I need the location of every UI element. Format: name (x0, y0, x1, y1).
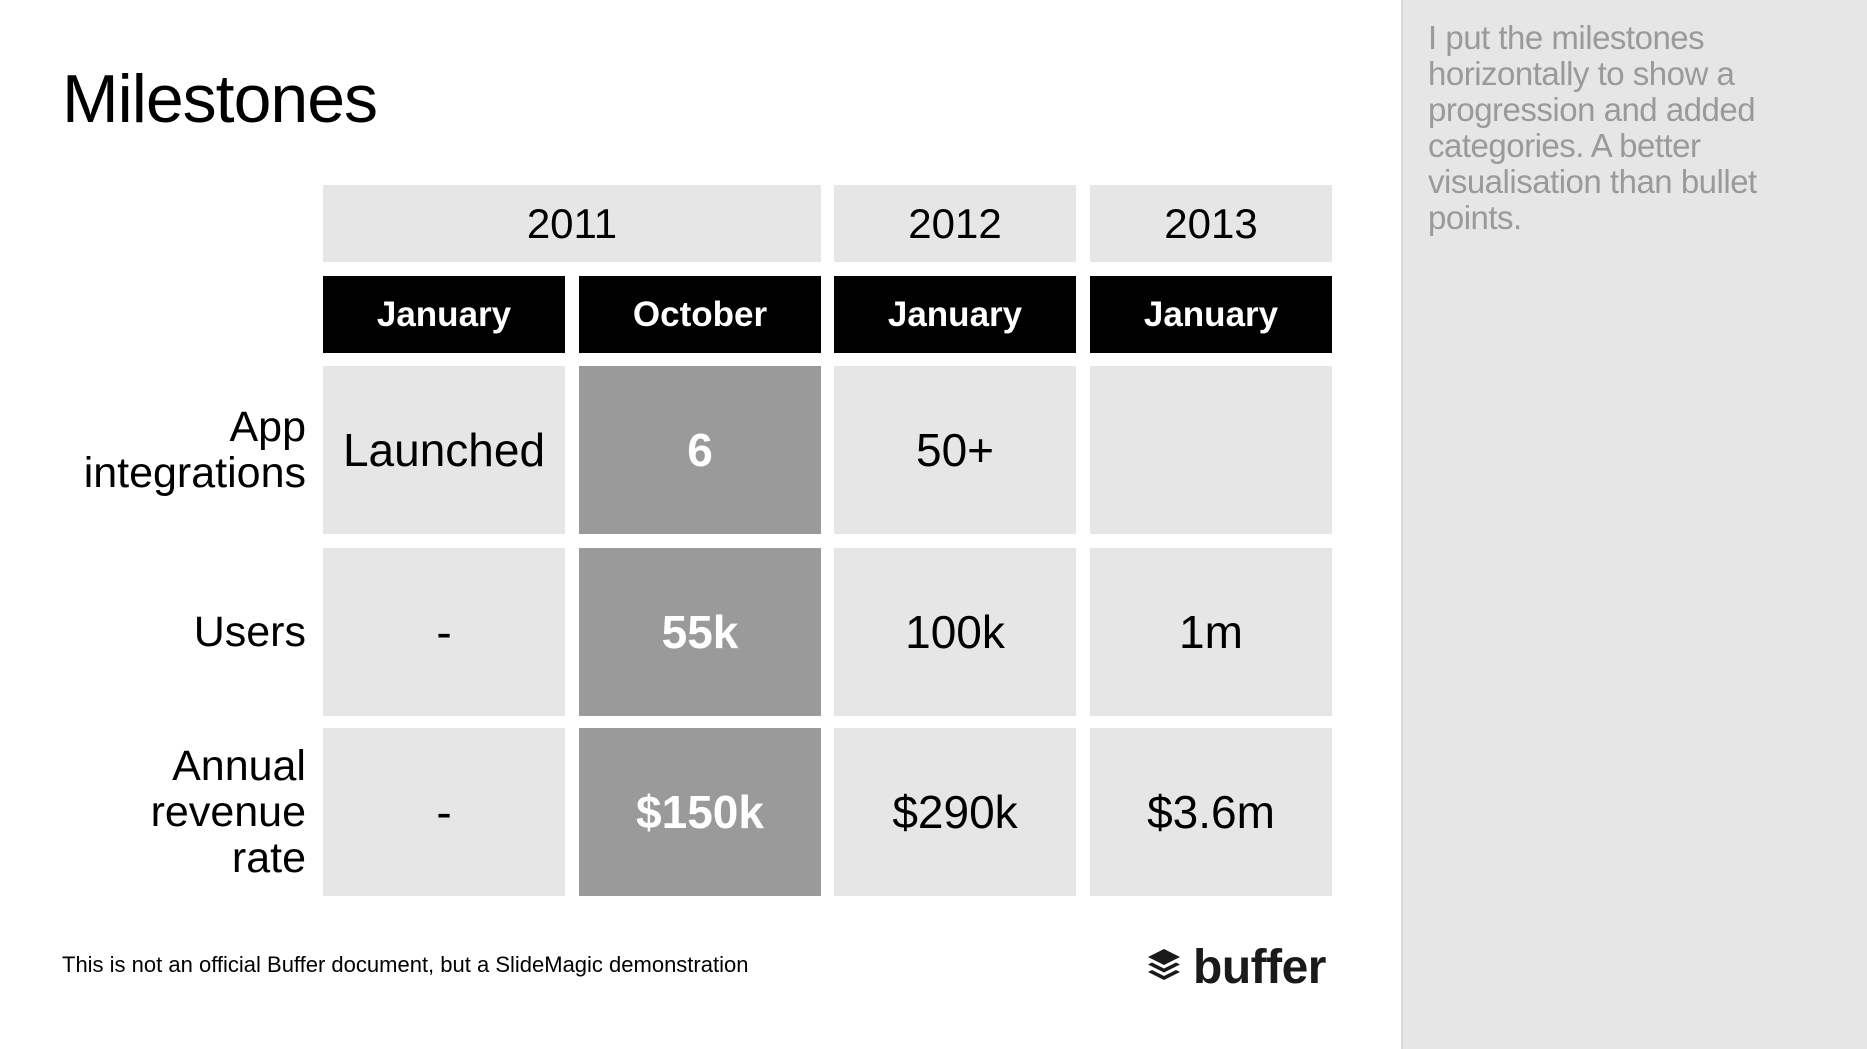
table-cell: 100k (834, 548, 1076, 716)
table-cell: $3.6m (1090, 728, 1332, 896)
footer-disclaimer: This is not an official Buffer document,… (62, 952, 749, 977)
row-label-app-integrations: App integrations (60, 366, 306, 534)
table-cell-highlight: 6 (579, 366, 821, 534)
slide: Milestones 2011 2012 2013 January Octobe… (60, 61, 1332, 995)
month-header: January (1090, 276, 1332, 353)
year-header-2012: 2012 (834, 185, 1076, 262)
table-cell: Launched (323, 366, 565, 534)
row-label-line: integrations (83, 449, 306, 497)
table-cell: $290k (834, 728, 1076, 896)
month-header: January (834, 276, 1076, 353)
buffer-logo: buffer (1145, 940, 1326, 995)
row-label-line: Annual (172, 742, 306, 790)
logo-wordmark: buffer (1193, 941, 1326, 994)
table-cell (1090, 366, 1332, 534)
row-label-annual-revenue-rate: Annual revenue rate (60, 728, 306, 896)
year-header-2013: 2013 (1090, 185, 1332, 262)
table-cell: 50+ (834, 366, 1076, 534)
speaker-notes-text[interactable]: I put the milestones horizontally to sho… (1428, 19, 1757, 236)
table-cell: - (323, 548, 565, 716)
row-label-users: Users (60, 548, 306, 716)
row-label-line: App (229, 403, 306, 451)
row-label-line: Users (193, 608, 306, 656)
speaker-notes-panel[interactable]: I put the milestones horizontally to sho… (1401, 0, 1867, 1049)
month-header: October (579, 276, 821, 353)
table-cell: - (323, 728, 565, 896)
row-label-line: rate (231, 834, 306, 882)
page-title: Milestones (62, 61, 378, 137)
table-cell-highlight: $150k (579, 728, 821, 896)
table-cell-highlight: 55k (579, 548, 821, 716)
month-header: January (323, 276, 565, 353)
buffer-stack-icon (1145, 946, 1183, 989)
row-label-line: revenue (150, 788, 306, 836)
table-cell: 1m (1090, 548, 1332, 716)
year-header-2011: 2011 (323, 185, 821, 262)
